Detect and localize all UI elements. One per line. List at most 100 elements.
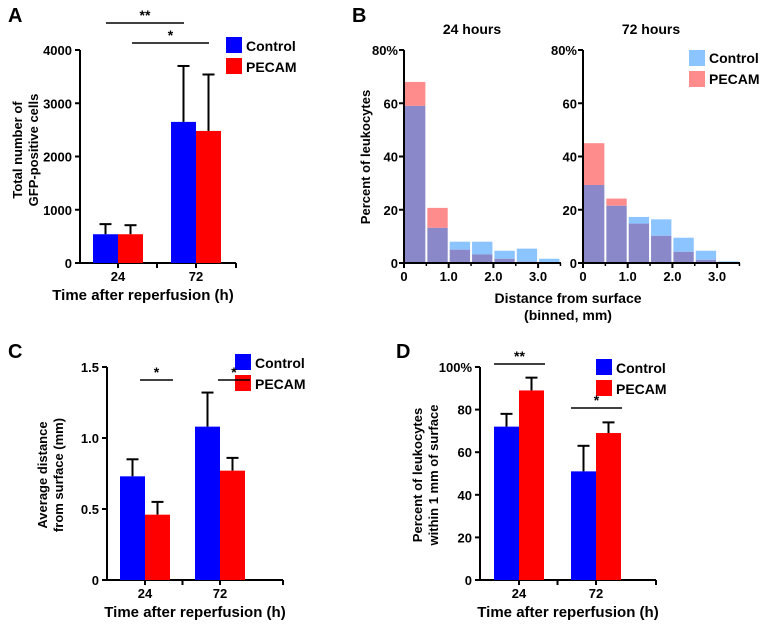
x-tick-label: 3.0: [529, 269, 547, 284]
y-axis-label: Percent of leukocytes: [358, 90, 373, 224]
x-tick-label: 72: [589, 586, 603, 601]
x-tick-label: 3.0: [708, 269, 726, 284]
bar-pecam-24: [519, 390, 544, 580]
panel-label-d: D: [396, 341, 410, 363]
x-axis-label: (binned, mm): [524, 307, 612, 323]
y-tick-label: 0: [92, 573, 99, 588]
histogram-bar-pecam: [584, 143, 605, 185]
y-axis-label: Average distance: [35, 421, 50, 528]
histogram-bar-pecam: [427, 207, 448, 228]
histogram-bar-overlap: [606, 205, 627, 263]
histogram-bar-overlap: [427, 227, 448, 263]
x-tick-label: 24: [111, 269, 126, 284]
legend-swatch-control: [226, 37, 242, 53]
histogram-bar-overlap: [628, 223, 650, 263]
y-tick-label: 100%: [439, 360, 473, 375]
x-axis-label: Distance from surface: [494, 290, 641, 306]
y-tick-label: 60: [384, 96, 398, 111]
x-axis-label: Time after reperfusion (h): [477, 604, 658, 621]
y-tick-label: 0: [570, 256, 577, 271]
x-tick-label: 24: [512, 586, 527, 601]
histogram-bar-control: [449, 241, 471, 250]
bar-pecam-24: [118, 234, 143, 263]
x-tick-label: 2.0: [663, 269, 681, 284]
significance-marker: *: [231, 364, 237, 380]
x-tick-label: 2.0: [484, 269, 502, 284]
y-tick-label: 60: [563, 96, 577, 111]
y-tick-label: 4000: [43, 43, 72, 58]
x-tick-label: 72: [213, 586, 227, 601]
legend-swatch-control: [235, 354, 251, 370]
x-tick-label: 0: [400, 269, 407, 284]
bar-pecam-72: [596, 433, 621, 580]
significance-marker: *: [168, 27, 174, 43]
histogram-bar-control: [651, 219, 672, 236]
legend-label-control: Control: [616, 360, 666, 376]
histogram-bar-overlap: [405, 105, 426, 263]
y-tick-label: 20: [563, 203, 577, 218]
histogram-bar-control: [628, 216, 650, 224]
y-axis-label: Total number of: [10, 101, 25, 199]
histogram-bar-control: [718, 261, 739, 263]
legend-label-control: Control: [255, 355, 305, 371]
significance-marker: **: [140, 7, 151, 23]
x-axis-label: Time after reperfusion (h): [52, 287, 233, 304]
significance-marker: **: [514, 348, 525, 364]
histogram-bar-control: [494, 250, 515, 259]
panel-label-c: C: [8, 341, 22, 363]
x-tick-label: 0: [579, 269, 586, 284]
histogram-bar-overlap: [449, 249, 471, 263]
legend-label-pecam: PECAM: [709, 71, 760, 87]
y-tick-label: 20: [384, 203, 398, 218]
histogram-bar-overlap: [695, 259, 717, 263]
y-tick-label: 0: [391, 256, 398, 271]
x-tick-label: 1.0: [440, 269, 458, 284]
y-tick-label: 1.0: [81, 431, 99, 446]
y-tick-label: 0: [465, 573, 472, 588]
subplot-title: 72 hours: [622, 21, 681, 37]
legend-swatch-pecam: [226, 58, 242, 74]
bar-control-72: [195, 426, 220, 580]
histogram-bar-control: [673, 237, 694, 252]
legend-swatch-control: [689, 50, 705, 66]
histogram-bar-pecam: [606, 198, 627, 206]
histogram-bar-control: [516, 248, 538, 262]
y-tick-label: 1000: [43, 203, 72, 218]
subplot-title: 24 hours: [443, 21, 502, 37]
significance-marker: *: [154, 364, 160, 380]
significance-marker: *: [594, 392, 600, 408]
legend-swatch-pecam: [235, 375, 251, 391]
y-tick-label: 80: [458, 403, 472, 418]
histogram-bar-overlap: [673, 251, 694, 263]
x-tick-label: 24: [138, 586, 153, 601]
histogram-bar-control: [472, 241, 493, 255]
y-tick-label: 2000: [43, 150, 72, 165]
y-tick-label: 0.5: [81, 502, 99, 517]
x-tick-label: 72: [189, 269, 203, 284]
x-tick-label: 1.0: [619, 269, 637, 284]
legend-swatch-pecam: [596, 380, 612, 396]
legend-label-pecam: PECAM: [246, 59, 297, 75]
y-tick-label: 3000: [43, 96, 72, 111]
histogram-bar-overlap: [494, 258, 515, 263]
bar-control-24: [120, 476, 145, 580]
legend-label-control: Control: [709, 50, 759, 66]
x-axis-label: Time after reperfusion (h): [104, 604, 285, 621]
bar-control-72: [571, 471, 596, 580]
y-tick-label: 40: [384, 150, 398, 165]
histogram-bar-overlap: [584, 184, 605, 263]
y-tick-label: 1.5: [81, 360, 99, 375]
y-tick-label: 40: [563, 150, 577, 165]
histogram-bar-control: [539, 258, 560, 263]
y-axis-label: from surface (mm): [51, 418, 66, 532]
y-tick-label: 20: [458, 530, 472, 545]
histogram-bar-overlap: [651, 235, 672, 263]
legend-swatch-control: [596, 359, 612, 375]
legend-swatch-pecam: [689, 71, 705, 87]
y-tick-label: 40: [458, 488, 472, 503]
histogram-bar-control: [695, 250, 717, 260]
histogram-bar-pecam: [405, 81, 426, 106]
bar-pecam-24: [145, 514, 170, 580]
bar-control-72: [171, 121, 196, 263]
